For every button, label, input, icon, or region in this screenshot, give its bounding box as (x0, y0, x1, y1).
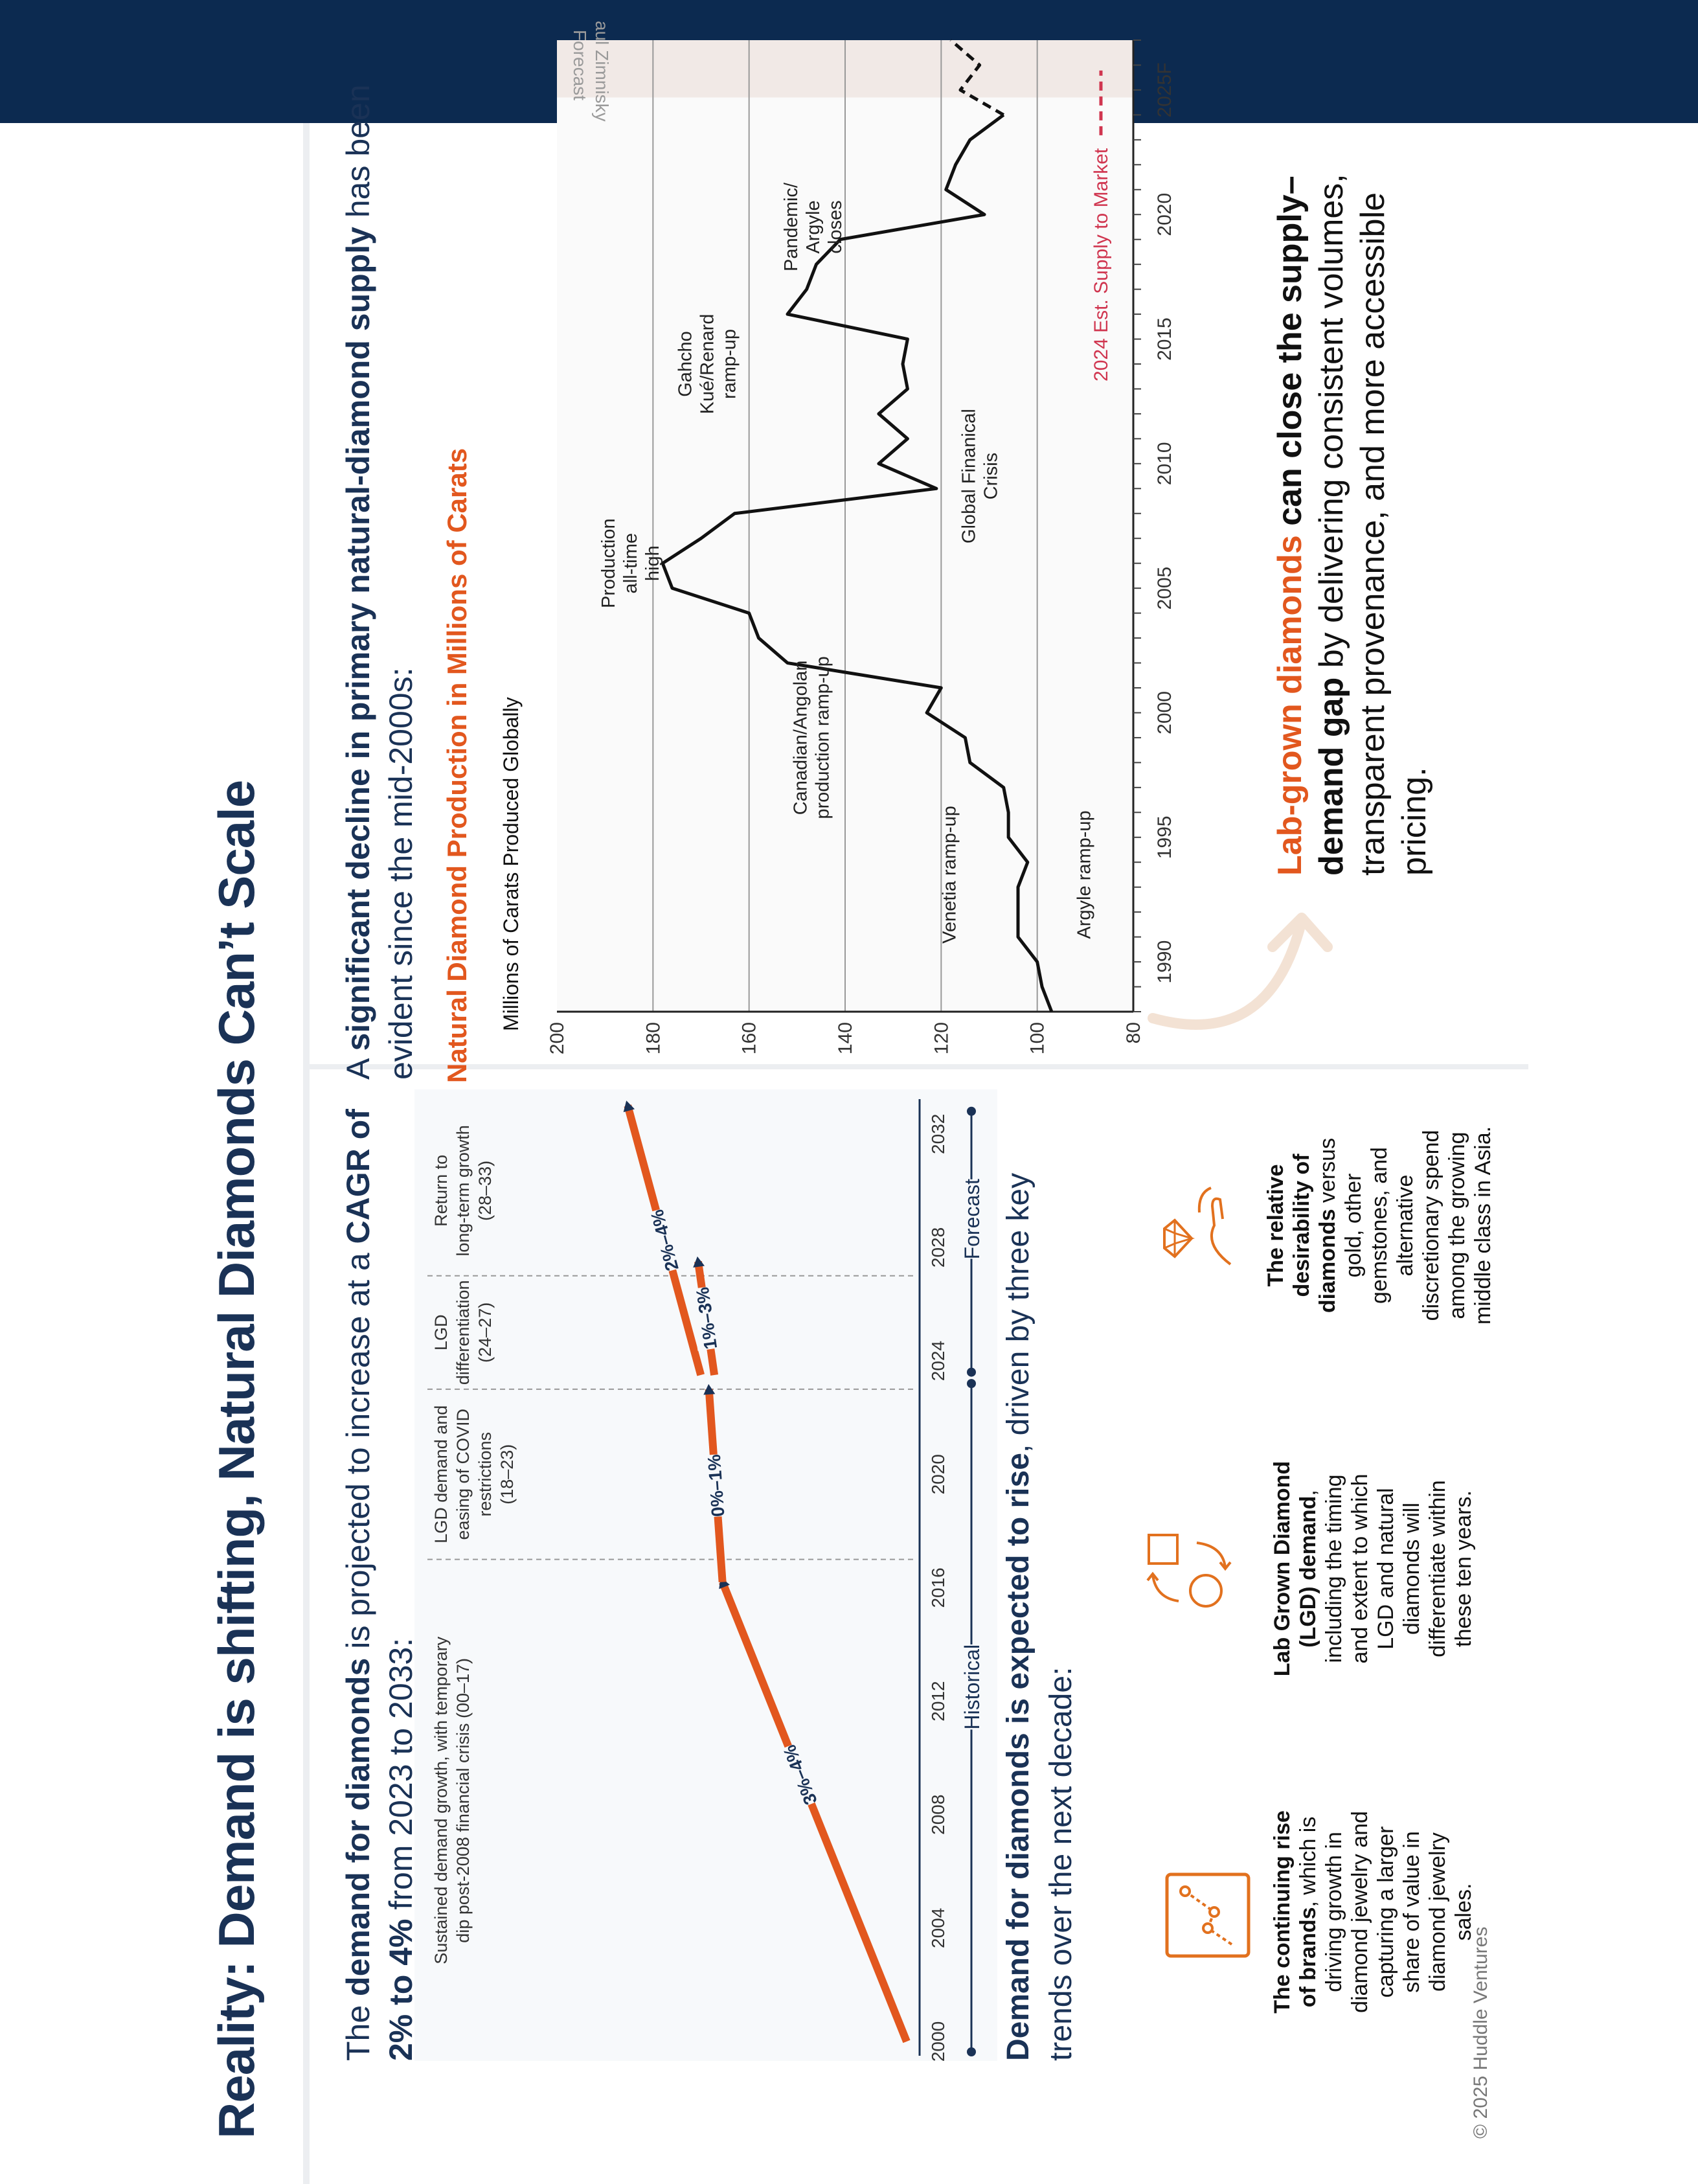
forecast-shade-label: Forecast (570, 30, 590, 100)
phase-label: LGD demand and (431, 1405, 451, 1543)
historical-end-dot (967, 1379, 976, 1389)
demand-x-tick: 2020 (928, 1454, 948, 1494)
supply-forecast-line (949, 39, 1004, 117)
phase-label: Return to (431, 1155, 451, 1227)
forecast-label: Forecast (960, 1179, 984, 1260)
supply-annotation: Argyle (803, 200, 824, 253)
trends-subhead: Demand for diamonds is expected to rise,… (1001, 1172, 1078, 2061)
supply-annotation: production ramp-up (813, 656, 833, 819)
supply-annotation: Argyle ramp-up (1074, 810, 1094, 938)
supply-annotation: Canadian/Angolan (791, 661, 811, 815)
demand-lead-text: The demand for diamonds is projected to … (340, 1109, 419, 2061)
trend-desirability: The relative desirability of diamonds ve… (1263, 1126, 1495, 1325)
phase-label: long-term growth (453, 1125, 473, 1257)
lab-grown-cta: Lab-grown diamonds can close the supply–… (1271, 174, 1433, 876)
supply-annotation: closes (825, 200, 846, 253)
phase-label: LGD (431, 1315, 451, 1351)
supply-chart-title: Natural Diamond Production in Millions o… (442, 448, 472, 1083)
supply-x-tick: 1990 (1154, 940, 1175, 984)
segment-label-bg (643, 1207, 684, 1274)
supply-annotation: Gahcho (675, 331, 696, 397)
supply-y-label: Millions of Carats Produced Globally (499, 697, 523, 1031)
trend-brands: The continuing rise of brands, which is … (1270, 1810, 1476, 2014)
page-divider-vertical (303, 123, 310, 2184)
page-title: Reality: Demand is shifting, Natural Dia… (208, 780, 265, 2139)
demand-x-tick: 2012 (928, 1681, 948, 1721)
demand-x-tick: 2016 (928, 1567, 948, 1608)
supply-x-tick: 2020 (1154, 193, 1175, 236)
supply-y-tick: 200 (547, 1022, 568, 1054)
supply-x-tick: 2015 (1154, 317, 1175, 361)
copyright: © 2025 Huddle Ventures (1470, 1926, 1491, 2139)
trend-lgd-demand: Lab Grown Diamond (LGD) demand, includin… (1270, 1461, 1476, 1677)
demand-chart-bg (414, 1089, 997, 2061)
demand-x-tick: 2004 (928, 1908, 948, 1948)
demand-segment-arrow (693, 1256, 705, 1268)
supply-x-tick: 2010 (1154, 442, 1175, 485)
phase-label: Sustained demand growth, with temporary (431, 1636, 451, 1964)
phase-label: (24–27) (475, 1302, 495, 1363)
phase-label: (28–33) (475, 1161, 495, 1221)
phase-label: differentiation (453, 1280, 473, 1385)
supply-annotation: Pandemic/ (781, 182, 802, 271)
supply-annotation: ramp-up (719, 329, 740, 399)
supply-annotation: all-time (620, 533, 641, 593)
demand-segment (719, 1580, 911, 2043)
forecast-shade-label: Paul Zimnisky (592, 21, 612, 122)
panel-divider (310, 1064, 1528, 1069)
supply-x-tick: 2025F (1154, 62, 1175, 117)
supply-annotation: Kué/Renard (697, 314, 718, 415)
demand-x-tick: 2028 (928, 1227, 948, 1268)
historical-label: Historical (960, 1644, 984, 1730)
segment-label-bg (688, 1286, 723, 1351)
supply-lead-text: A significant decline in primary natural… (340, 84, 419, 1080)
demand-x-tick: 2000 (928, 2021, 948, 2061)
supply-line (661, 113, 1054, 1012)
phase-label: restrictions (475, 1432, 495, 1517)
supply-x-tick: 2000 (1154, 691, 1175, 734)
demand-segment-arrow (703, 1383, 716, 1395)
supply-y-tick: 180 (642, 1022, 664, 1054)
segment-label-bg (700, 1453, 730, 1518)
supply-y-tick: 80 (1123, 1022, 1144, 1043)
demand-chart: Sustained demand growth, with temporary d… (414, 1089, 997, 2061)
supply-annotation: Venetia ramp-up (940, 806, 960, 944)
demand-x-tick: 2008 (928, 1795, 948, 1835)
curved-arrow-icon (1148, 913, 1333, 1030)
supply-annotation: Global Finanical (958, 409, 979, 543)
segment-label: 0%–1% (704, 1453, 729, 1518)
phase-label: easing of COVID (453, 1409, 473, 1540)
supply-annotation: Crisis (980, 453, 1001, 500)
segment-label-bg (776, 1742, 822, 1809)
brand-growth-chart-icon (1165, 1872, 1251, 1958)
supply-x-tick: 2005 (1154, 567, 1175, 610)
supply-x-tick: 1995 (1154, 815, 1175, 859)
forecast-end-dot (967, 1106, 976, 1116)
supply-y-tick: 140 (835, 1022, 856, 1054)
supply-annotation: Production (598, 518, 619, 608)
supply-y-tick: 120 (931, 1022, 952, 1054)
hand-diamond-icon (1163, 1187, 1232, 1266)
supply-y-tick: 160 (739, 1022, 760, 1054)
lgd-shapes-cycle-icon (1146, 1534, 1232, 1608)
phase-label: (18–23) (497, 1444, 517, 1505)
supply-y-tick: 100 (1027, 1022, 1048, 1054)
phase-label: dip post-2008 financial crisis (00–17) (453, 1658, 473, 1943)
demand-segment-arrow (623, 1100, 635, 1113)
demand-x-tick: 2032 (928, 1114, 948, 1154)
supply-legend-label: 2024 Est. Supply to Market (1091, 148, 1112, 381)
demand-x-tick: 2024 (928, 1341, 948, 1381)
supply-annotation: high (642, 545, 663, 581)
